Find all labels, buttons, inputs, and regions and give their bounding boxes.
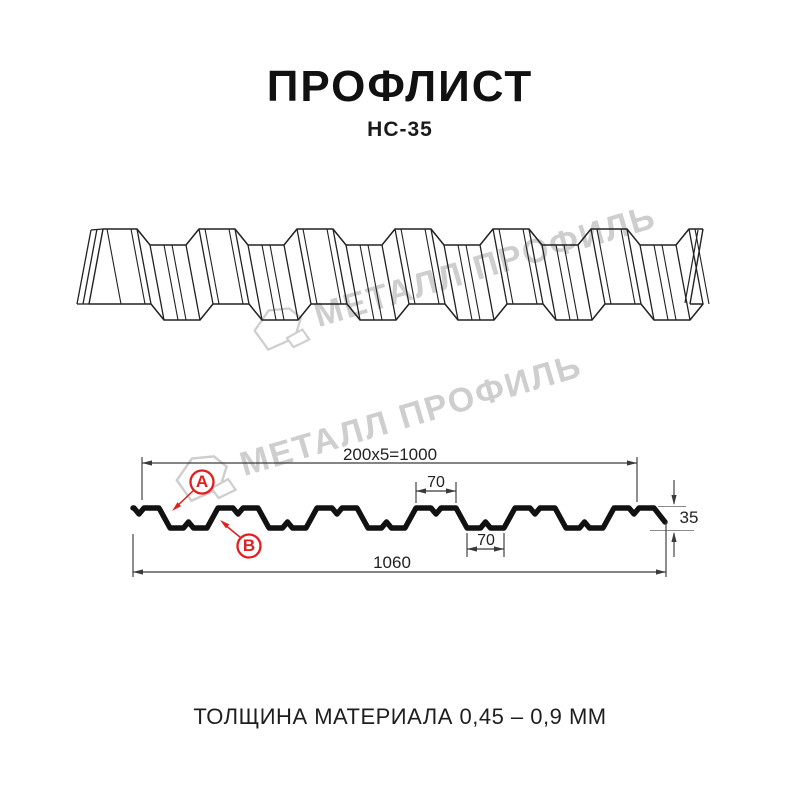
watermark-brand: МЕТАЛЛ ПРОФИЛЬ — [165, 340, 589, 511]
dimension-total-width: 1060 — [373, 553, 411, 572]
metall-profil-logo-icon — [253, 307, 311, 352]
dimension-top-width: 200x5=1000 — [342, 445, 438, 464]
callout-b-label: В — [242, 535, 256, 555]
dimension-crest-width: 70 — [427, 474, 445, 491]
dimension-valley-width: 70 — [477, 532, 495, 549]
dimension-profile-height: 35 — [679, 508, 699, 527]
metall-profil-logo-icon — [175, 455, 238, 503]
material-thickness-caption: ТОЛЩИНА МАТЕРИАЛА 0,45 – 0,9 ММ — [193, 704, 607, 729]
callout-a-label: А — [195, 471, 209, 491]
watermark-brand: МЕТАЛЛ ПРОФИЛЬ — [243, 193, 662, 359]
page-title: ПРОФЛИСТ — [266, 62, 534, 111]
product-code: НС-35 — [367, 118, 433, 141]
